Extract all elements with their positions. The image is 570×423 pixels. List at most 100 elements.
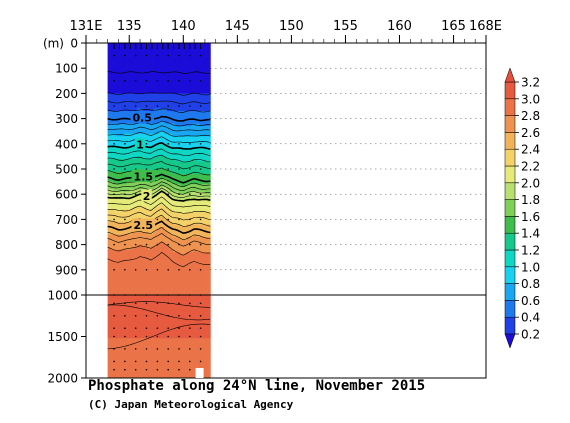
section-cell xyxy=(175,214,179,218)
section-cell xyxy=(202,226,206,230)
section-cell xyxy=(118,211,122,215)
section-cell xyxy=(107,314,111,319)
section-cell xyxy=(153,252,157,256)
section-cell xyxy=(148,274,152,278)
section-cell xyxy=(164,126,168,130)
section-cell xyxy=(172,289,176,293)
section-cell xyxy=(183,176,187,180)
section-cell xyxy=(121,267,125,271)
section-cell xyxy=(153,289,157,293)
section-cell xyxy=(158,279,163,283)
section-cell xyxy=(167,344,171,349)
section-cell xyxy=(126,252,130,256)
section-cell xyxy=(134,287,138,291)
contour-line xyxy=(107,154,211,163)
section-cell xyxy=(131,83,136,87)
section-cell xyxy=(158,179,163,182)
section-cell xyxy=(175,244,179,248)
section-cell xyxy=(202,289,206,293)
section-cell xyxy=(118,141,122,145)
section-cell xyxy=(169,143,173,147)
section-cell xyxy=(156,361,160,366)
section-cell xyxy=(177,244,181,248)
section-cell xyxy=(121,138,125,142)
section-cell xyxy=(164,171,168,175)
section-cell xyxy=(172,111,176,114)
section-cell xyxy=(207,156,211,160)
section-cell xyxy=(199,106,203,109)
section-cell xyxy=(194,358,198,362)
section-cell xyxy=(169,148,173,152)
section-cell xyxy=(131,146,136,150)
section-cell xyxy=(177,374,181,379)
contour-line xyxy=(107,181,211,192)
section-cell xyxy=(110,321,114,326)
section-cell xyxy=(194,234,198,238)
section-cell xyxy=(129,184,133,188)
section-cell xyxy=(191,113,195,117)
section-cell xyxy=(115,113,119,117)
section-cell xyxy=(156,247,160,251)
section-cell xyxy=(207,80,211,84)
section-cell xyxy=(107,50,111,54)
section-cell xyxy=(137,98,141,102)
section-cell xyxy=(115,80,119,84)
section-cell xyxy=(191,292,195,296)
section-cell xyxy=(191,351,195,356)
section-cell xyxy=(202,348,206,352)
section-cell xyxy=(131,151,136,155)
section-cell xyxy=(196,284,200,288)
sample-dot xyxy=(178,368,180,371)
section-cell xyxy=(183,244,187,248)
section-cell xyxy=(110,108,114,112)
section-cell xyxy=(137,151,141,155)
section-cell xyxy=(177,176,181,180)
section-cell xyxy=(204,75,209,79)
section-cell xyxy=(186,58,190,62)
section-cell xyxy=(137,136,141,140)
section-cell xyxy=(126,158,130,162)
section-cell xyxy=(196,364,200,369)
section-cell xyxy=(107,341,111,346)
section-cell xyxy=(137,123,141,127)
section-cell xyxy=(202,269,206,273)
section-cell xyxy=(140,247,144,251)
section-cell xyxy=(118,289,122,293)
section-cell xyxy=(204,277,209,281)
section-cell xyxy=(145,209,149,213)
sample-dot xyxy=(189,218,191,221)
section-cell xyxy=(140,98,144,102)
section-cell xyxy=(156,262,160,266)
section-cell xyxy=(191,151,195,155)
section-cell xyxy=(113,282,117,286)
section-cell xyxy=(156,118,160,122)
section-cell xyxy=(202,48,206,51)
section-cell xyxy=(180,292,184,296)
section-cell xyxy=(188,234,192,238)
section-cell xyxy=(175,209,179,213)
section-cell xyxy=(129,269,133,273)
section-cell xyxy=(107,171,111,175)
section-cell xyxy=(137,153,141,157)
section-cell xyxy=(115,50,119,54)
section-cell xyxy=(175,98,179,102)
section-cell xyxy=(118,123,122,127)
section-cell xyxy=(202,43,206,46)
section-cell xyxy=(129,295,133,299)
section-cell xyxy=(175,83,179,87)
section-cell xyxy=(137,334,141,339)
section-cell xyxy=(207,292,211,296)
section-cell xyxy=(142,53,146,56)
section-cell xyxy=(153,232,157,235)
section-cell xyxy=(161,204,165,208)
section-cell xyxy=(202,73,206,77)
sample-dot xyxy=(134,80,137,82)
section-cell xyxy=(121,111,125,114)
section-cell xyxy=(196,116,200,119)
section-cell xyxy=(188,318,192,322)
section-cell xyxy=(156,331,160,336)
section-cell xyxy=(126,244,130,248)
section-cell xyxy=(183,206,187,210)
section-cell xyxy=(129,55,133,59)
section-cell xyxy=(140,274,144,278)
